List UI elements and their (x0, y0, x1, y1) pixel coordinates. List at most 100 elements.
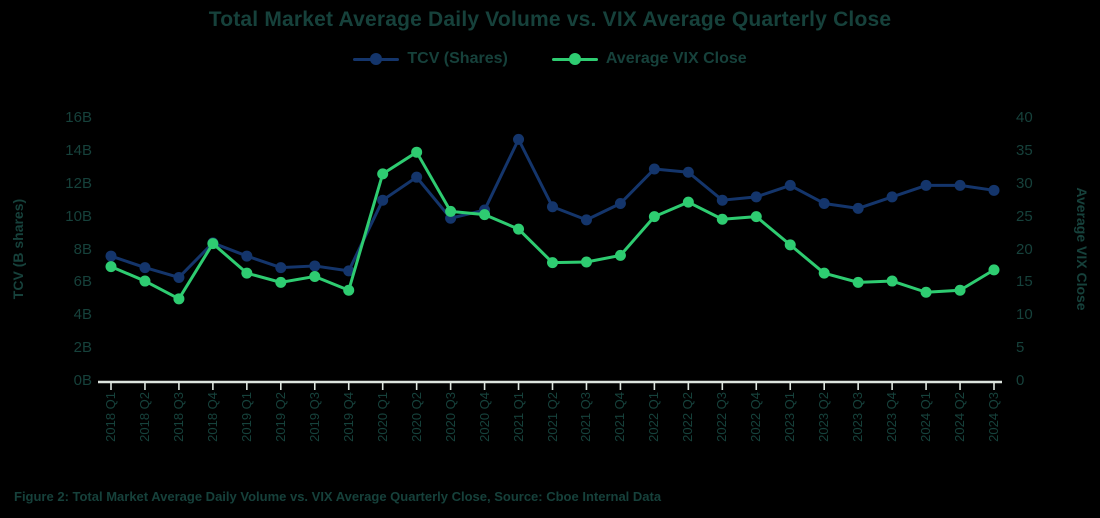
data-point[interactable] (920, 179, 932, 191)
y-axis-tick-label: 6B (73, 273, 92, 291)
data-point[interactable] (852, 276, 864, 288)
x-axis-tick-label: 2022 Q4 (748, 392, 764, 442)
data-point[interactable] (682, 166, 694, 178)
data-point[interactable] (954, 284, 966, 296)
data-point[interactable] (275, 276, 287, 288)
right-axis-title: Average VIX Close (1074, 187, 1090, 311)
y-axis-tick-label: 4B (73, 306, 92, 324)
data-point[interactable] (207, 238, 219, 250)
vix-series-marker-icon (551, 52, 598, 66)
x-axis-tick-label: 2021 Q1 (510, 392, 526, 442)
x-axis-tick-label: 2018 Q2 (136, 392, 152, 442)
tcv-series-marker-icon (353, 52, 400, 66)
x-axis-tick-label: 2024 Q1 (918, 392, 934, 442)
y-axis-tick-label: 25 (1016, 207, 1033, 225)
x-axis-tick-label: 2020 Q3 (442, 392, 458, 442)
data-point[interactable] (920, 286, 932, 298)
data-point[interactable] (648, 211, 660, 223)
x-axis-tick-label: 2018 Q4 (204, 392, 220, 442)
data-point[interactable] (479, 209, 491, 221)
data-point[interactable] (241, 250, 253, 262)
chart-legend: TCV (Shares) Average VIX Close (0, 50, 1100, 68)
x-axis-tick-label: 2020 Q4 (476, 392, 492, 442)
data-point[interactable] (105, 261, 117, 273)
x-axis-tick-label: 2022 Q3 (714, 392, 730, 442)
data-point[interactable] (750, 191, 762, 203)
y-axis-tick-label: 15 (1016, 273, 1033, 291)
x-axis-tick-label: 2019 Q2 (272, 392, 288, 442)
data-point[interactable] (343, 265, 355, 277)
data-point[interactable] (547, 201, 558, 213)
data-point[interactable] (139, 262, 151, 274)
x-axis-tick-label: 2024 Q2 (952, 392, 968, 442)
data-point[interactable] (614, 197, 626, 209)
data-point[interactable] (818, 267, 830, 279)
x-axis-tick-label: 2019 Q4 (340, 392, 356, 442)
data-point[interactable] (411, 171, 423, 183)
data-point[interactable] (818, 197, 830, 209)
data-point[interactable] (716, 194, 728, 206)
legend-label-vix: Average VIX Close (605, 50, 747, 67)
x-axis-tick-label: 2021 Q2 (544, 392, 560, 442)
x-axis-tick-label: 2021 Q4 (612, 392, 628, 442)
data-point[interactable] (716, 213, 728, 225)
data-point[interactable] (343, 284, 355, 296)
data-point[interactable] (852, 202, 864, 214)
left-axis-title: TCV (B shares) (10, 198, 26, 300)
data-point[interactable] (377, 168, 389, 180)
data-point[interactable] (513, 223, 525, 235)
y-axis-tick-label: 8B (73, 240, 92, 258)
x-axis-tick-label: 2023 Q4 (884, 392, 900, 442)
chart-title: Total Market Average Daily Volume vs. VI… (208, 8, 892, 31)
y-axis-tick-label: 16B (65, 109, 92, 126)
data-point[interactable] (784, 179, 796, 191)
x-axis-tick-label: 2018 Q3 (170, 392, 186, 442)
y-axis-tick-label: 10B (65, 207, 92, 225)
data-point[interactable] (105, 250, 117, 262)
data-point[interactable] (580, 256, 592, 268)
data-point[interactable] (377, 194, 389, 206)
y-axis-tick-label: 35 (1016, 141, 1033, 159)
data-point[interactable] (988, 264, 1000, 276)
data-point[interactable] (580, 214, 592, 226)
data-point[interactable] (275, 262, 287, 274)
y-axis-tick-label: 0 (1016, 372, 1025, 389)
y-axis-tick-label: 2B (73, 339, 92, 357)
data-point[interactable] (954, 179, 966, 191)
data-point[interactable] (513, 133, 525, 145)
data-point[interactable] (173, 271, 185, 283)
data-point[interactable] (139, 275, 151, 287)
x-axis-tick-label: 2021 Q3 (578, 392, 594, 442)
y-axis-tick-label: 0B (73, 372, 92, 389)
data-point[interactable] (309, 260, 321, 272)
x-axis-tick-label: 2023 Q2 (816, 392, 832, 442)
data-point[interactable] (886, 275, 898, 287)
data-point[interactable] (241, 267, 253, 279)
x-axis-tick-label: 2018 Q1 (103, 392, 118, 442)
y-axis-tick-label: 5 (1016, 339, 1025, 357)
legend-item-tcv[interactable]: TCV (Shares) (353, 50, 508, 68)
y-axis-tick-label: 20 (1016, 240, 1033, 258)
data-point[interactable] (614, 249, 626, 261)
data-point[interactable] (411, 146, 423, 158)
data-point[interactable] (309, 270, 321, 282)
data-point[interactable] (648, 163, 660, 175)
data-point[interactable] (682, 196, 694, 208)
data-point[interactable] (750, 211, 762, 223)
y-axis-tick-label: 12B (65, 174, 92, 192)
data-point[interactable] (547, 257, 558, 269)
data-point[interactable] (445, 205, 457, 217)
x-axis-tick-label: 2020 Q1 (374, 392, 390, 442)
data-point[interactable] (988, 184, 1000, 196)
figure-caption: Figure 2: Total Market Average Daily Vol… (14, 489, 662, 504)
x-axis-tick-label: 2022 Q2 (680, 392, 696, 442)
x-axis-tick-label: 2019 Q1 (238, 392, 254, 442)
legend-item-vix[interactable]: Average VIX Close (551, 50, 747, 68)
x-axis-tick-label: 2023 Q1 (782, 392, 798, 442)
data-point[interactable] (886, 191, 898, 203)
data-point[interactable] (173, 293, 185, 305)
data-point[interactable] (784, 239, 796, 251)
x-axis-tick-label: 2022 Q1 (646, 392, 662, 442)
